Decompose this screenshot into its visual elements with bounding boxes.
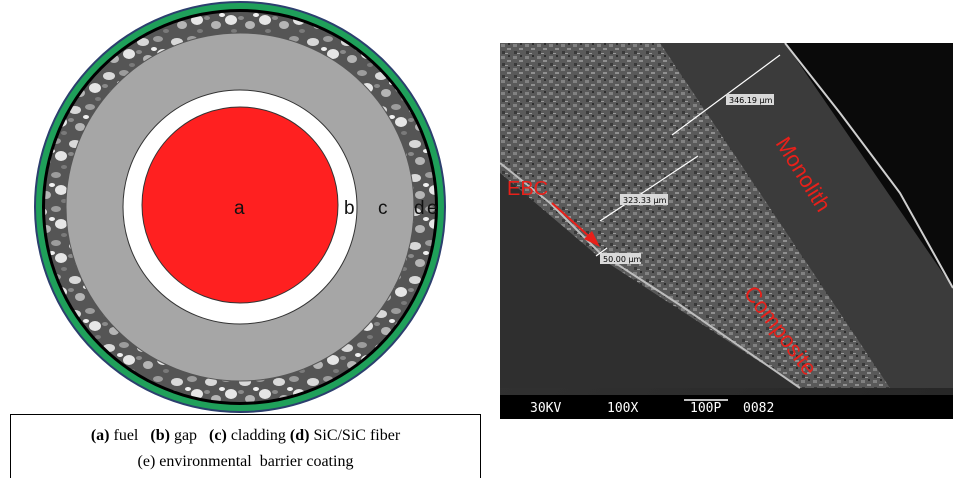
label-d: d <box>414 198 425 219</box>
measure-label-1-bg <box>726 94 774 105</box>
caption-d-text: SiC/SiC fiber <box>313 427 401 444</box>
caption-a-text: fuel <box>113 427 139 444</box>
caption-a-key: (a) <box>90 427 110 444</box>
measure-line-2 <box>599 155 699 222</box>
measure-label-2-bg <box>620 194 668 205</box>
caption-b-text: gap <box>173 427 198 444</box>
caption-b-key: (b) <box>150 427 170 444</box>
label-e: e <box>427 198 438 219</box>
monolith-edge <box>784 43 953 289</box>
caption-d-key: (d) <box>289 427 310 444</box>
info-scale: 100P <box>690 401 721 416</box>
label-c: c <box>378 198 388 219</box>
measure-label-3: 50.00 µm <box>603 255 642 264</box>
monolith-layer <box>660 43 953 388</box>
fuel-rod-cross-section: a b c d e <box>34 1 446 413</box>
label-b: b <box>344 198 355 219</box>
caption-line-1: (a) fuel (b) gap (c) cladding (d) SiC/Si… <box>11 423 480 449</box>
fuel-pellet <box>141 106 339 304</box>
label-a: a <box>234 198 245 219</box>
info-kv: 30KV <box>530 401 561 416</box>
legend-caption: (a) fuel (b) gap (c) cladding (d) SiC/Si… <box>10 414 481 478</box>
ebc-arrow-head <box>584 231 600 247</box>
info-num: 0082 <box>743 401 774 416</box>
measure-label-1: 346.19 µm <box>729 96 773 105</box>
measure-label-3-bg <box>600 253 641 264</box>
caption-c-text: cladding <box>230 427 286 444</box>
caption-c-key: (c) <box>209 427 227 444</box>
caption-line-2: (e) environmental barrier coating <box>137 453 354 470</box>
info-mag: 100X <box>607 401 638 416</box>
ebc-label: EBC <box>507 178 548 200</box>
inner-region <box>500 173 800 388</box>
sem-info-bar <box>500 395 953 419</box>
sem-micrograph: 346.19 µm 323.33 µm 50.00 µm Monolith Co… <box>500 43 953 419</box>
measure-label-2: 323.33 µm <box>623 196 667 205</box>
composite-layer <box>500 43 890 388</box>
measure-line-3 <box>595 247 608 257</box>
ebc-arrow-shaft <box>551 202 593 240</box>
